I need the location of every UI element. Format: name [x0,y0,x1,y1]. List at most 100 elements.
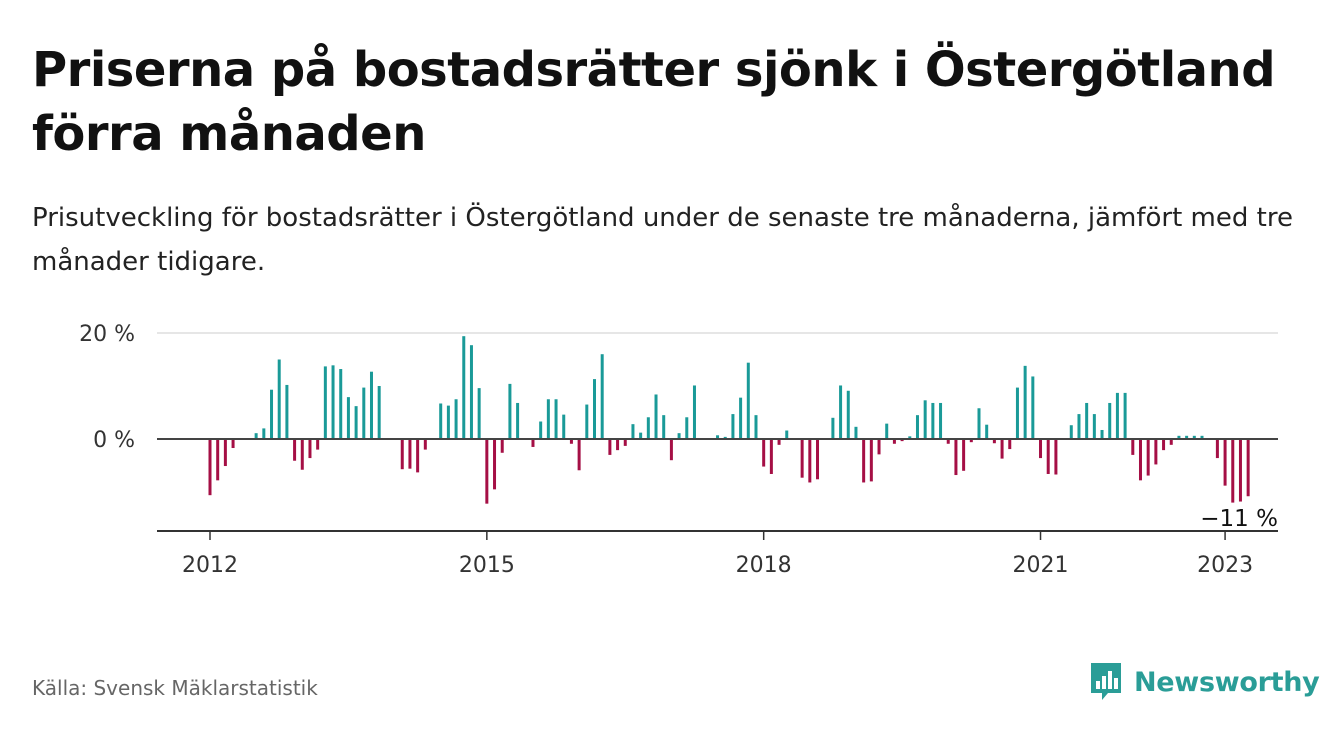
bar [1085,402,1089,439]
bar [1146,439,1150,476]
bar-chart-icon [1091,663,1121,700]
bar [1238,439,1242,502]
bar [1162,439,1166,451]
bar [423,439,427,450]
bar [939,402,943,439]
chart-subtitle: Prisutveckling för bostadsrätter i Öster… [32,203,1293,277]
bar [723,436,727,439]
bar [754,415,758,439]
bar [416,439,420,473]
bar [631,424,635,439]
bar [254,433,258,439]
bar [331,365,335,439]
bar [500,439,504,453]
bar [839,385,843,439]
bar [485,439,489,504]
bar [923,400,927,439]
bar [900,439,904,442]
bar [777,439,781,445]
bar [1100,429,1104,439]
bar [1192,435,1196,439]
bar [785,430,789,439]
bar [862,439,866,483]
bar [1046,439,1050,474]
bar [1215,439,1219,459]
bar [646,417,650,439]
bar [769,439,773,474]
x-tick-label: 2021 [1013,553,1069,578]
bar [454,399,458,439]
bar [885,423,889,439]
bar [493,439,497,490]
bar [731,414,735,439]
bar [985,424,989,439]
bar [962,439,966,471]
bar [1115,392,1119,439]
bar [1000,439,1004,459]
bar [746,362,750,439]
bar [346,397,350,439]
y-tick-label: 20 % [79,322,135,347]
bar [1200,435,1204,439]
bar [1023,365,1027,439]
bar [323,366,327,439]
bar [1092,414,1096,439]
bar [877,439,881,455]
bar [362,387,366,439]
bar [216,439,220,481]
bar [915,415,919,439]
bars [208,336,1250,504]
bar [462,336,466,439]
bar [285,384,289,439]
bar [585,404,589,439]
bar [969,439,973,443]
bar [308,439,312,459]
bar [339,369,343,439]
bar [808,439,812,483]
bar [477,388,481,439]
source-note: Källa: Svensk Mäklarstatistik [32,676,318,700]
bar [992,439,996,444]
bar [716,435,720,439]
bar [1138,439,1142,481]
bar [446,405,450,439]
labels: 20 % 0 % 2012 2015 2018 2021 2023 −11 % [79,322,1280,578]
bar [293,439,297,461]
bar [408,439,412,469]
bar [223,439,227,467]
bar [1177,435,1181,439]
bar [639,432,643,439]
bar [439,403,443,439]
bar [1246,439,1250,497]
bar [846,390,850,439]
bar [270,389,274,439]
brand-logo: Newsworthy [1088,660,1320,704]
bar [400,439,404,470]
bar [739,397,743,439]
bar [554,399,558,439]
bar [1069,425,1073,439]
bar [831,417,835,439]
bar [869,439,873,482]
bar [539,421,543,439]
bar [762,439,766,467]
bar [977,408,981,439]
bar-chart: 20 % 0 % 2012 2015 2018 2021 2023 −11 % [79,322,1280,578]
chart-title: Priserna på bostadsrätter sjönk i Österg… [32,42,1276,162]
x-tick-label: 2018 [736,553,792,578]
x-tick-label: 2015 [459,553,515,578]
bar [685,417,689,439]
bar [1131,439,1135,455]
bar [516,402,520,439]
bar [662,415,666,439]
bar [562,414,566,439]
bar [616,439,620,451]
bar [369,371,373,439]
bar [946,439,950,444]
bar [1223,439,1227,486]
bar [1031,376,1035,439]
bar [569,439,573,444]
bar [316,439,320,450]
bar [577,439,581,471]
highlight-label: −11 % [1200,506,1278,532]
